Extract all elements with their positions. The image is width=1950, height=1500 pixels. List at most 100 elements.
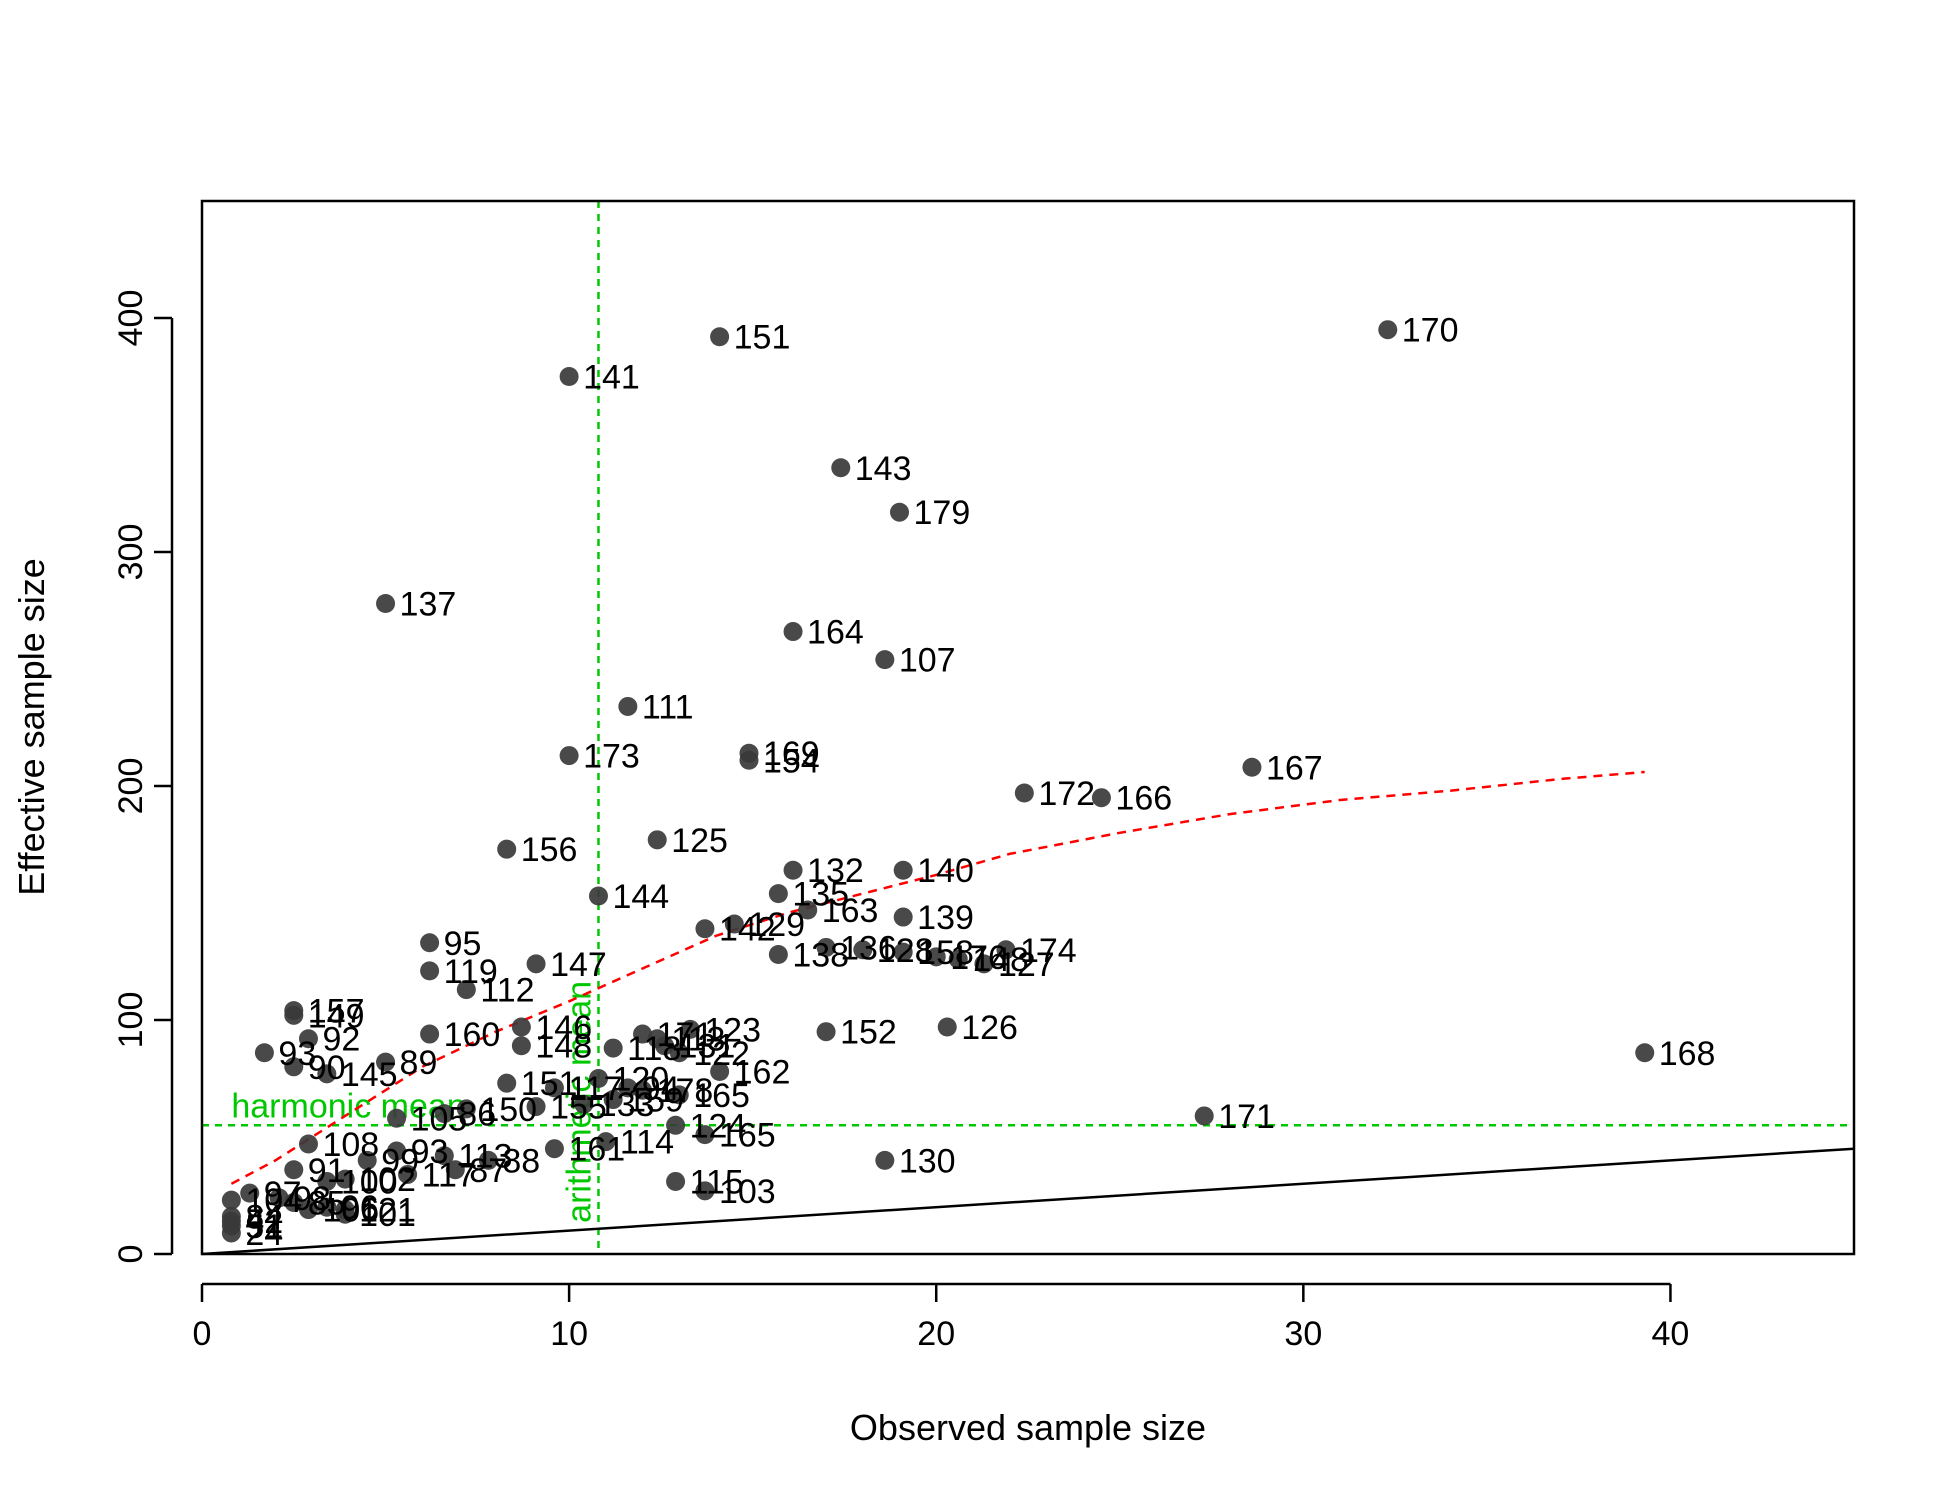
data-point	[680, 1019, 700, 1039]
data-point	[783, 622, 803, 642]
point-label: 159	[627, 1082, 684, 1120]
data-point	[559, 367, 579, 386]
point-label: 112	[480, 972, 534, 1010]
data-point	[768, 884, 788, 904]
point-label: 162	[734, 1053, 791, 1091]
data-point	[875, 650, 895, 670]
point-label: 135	[792, 876, 849, 914]
x-tick-label: 20	[917, 1315, 955, 1353]
data-point	[335, 1204, 355, 1224]
point-label: 147	[550, 946, 607, 984]
data-point	[1091, 788, 1111, 808]
point-label: 128	[877, 932, 934, 970]
point-label: 85	[308, 1185, 346, 1223]
point-label: 24	[245, 1215, 283, 1253]
point-label: 132	[807, 852, 864, 890]
point-label: 149	[308, 997, 365, 1035]
point-label: 90	[308, 1049, 346, 1087]
point-label: 179	[914, 494, 971, 532]
data-point	[526, 1097, 546, 1117]
data-point	[948, 949, 968, 969]
point-label: 151	[734, 319, 791, 357]
point-label: 97	[264, 1175, 302, 1213]
point-label: 93	[411, 1133, 449, 1171]
data-point	[893, 860, 913, 880]
data-point	[511, 1017, 531, 1037]
data-point	[875, 1150, 895, 1170]
point-label: 117	[568, 1070, 622, 1108]
data-point	[1378, 320, 1398, 340]
point-label: 165	[693, 1077, 750, 1115]
data-point	[317, 1171, 337, 1191]
y-tick-label: 400	[112, 290, 150, 347]
point-label: 103	[719, 1173, 776, 1211]
data-point	[937, 1017, 957, 1037]
point-label: 143	[855, 450, 912, 488]
point-label: 108	[322, 1126, 379, 1164]
point-label: 101	[359, 1196, 416, 1234]
point-label: 115	[690, 1163, 744, 1201]
data-point	[221, 1223, 241, 1243]
data-point	[434, 1146, 454, 1166]
x-axis-title: Observed sample size	[850, 1407, 1206, 1448]
point-label: 160	[444, 1016, 501, 1054]
point-label: 117	[422, 1156, 476, 1194]
point-label: 99	[381, 1142, 419, 1180]
data-point	[588, 1069, 608, 1088]
point-label: 87	[469, 1152, 507, 1190]
point-label: 163	[822, 892, 879, 930]
data-point	[456, 1099, 476, 1119]
data-point	[456, 980, 476, 1000]
data-point	[710, 327, 730, 347]
data-point	[497, 1073, 517, 1093]
point-label: 107	[899, 642, 956, 680]
data-point	[666, 1171, 686, 1191]
data-point	[724, 914, 744, 934]
data-point	[317, 1064, 337, 1084]
data-point	[996, 940, 1016, 960]
point-label: 127	[998, 946, 1055, 984]
point-label: 88	[502, 1142, 540, 1180]
point-label: 113	[458, 1138, 512, 1176]
data-point	[669, 1043, 689, 1063]
point-label: 114	[620, 1124, 674, 1162]
point-label: 146	[535, 1009, 592, 1047]
data-point	[695, 919, 715, 939]
point-label: 95	[444, 925, 482, 963]
point-label: 150	[480, 1091, 537, 1129]
data-point	[478, 1150, 498, 1170]
data-point	[574, 1094, 594, 1114]
point-label: 156	[521, 831, 578, 869]
point-label: 169	[763, 735, 820, 773]
point-label: 157	[308, 993, 365, 1031]
data-point	[926, 947, 946, 967]
data-point	[376, 593, 396, 613]
point-label: 104	[245, 1182, 302, 1220]
data-point	[1242, 757, 1262, 777]
data-point	[284, 1005, 304, 1025]
point-label: 178	[657, 1072, 714, 1110]
point-label: 124	[690, 1107, 747, 1145]
data-point	[695, 1125, 715, 1145]
data-point	[1014, 783, 1034, 803]
point-label: 139	[917, 899, 974, 937]
y-tick-label: 100	[112, 992, 150, 1049]
point-label: 148	[535, 1028, 592, 1066]
data-point	[398, 1164, 418, 1184]
data-points	[221, 320, 1655, 1243]
point-label: 176	[950, 939, 1007, 977]
data-point	[284, 1057, 304, 1077]
data-point	[768, 944, 788, 964]
point-label: 42	[245, 1203, 283, 1241]
point-label: 137	[400, 585, 457, 623]
point-label: 119	[444, 953, 498, 991]
x-tick-label: 10	[550, 1315, 588, 1353]
data-point	[893, 942, 913, 962]
point-label: 121	[359, 1192, 416, 1230]
point-label: 105	[411, 1100, 468, 1138]
point-label: 173	[583, 738, 640, 776]
point-label: 152	[840, 1014, 897, 1052]
